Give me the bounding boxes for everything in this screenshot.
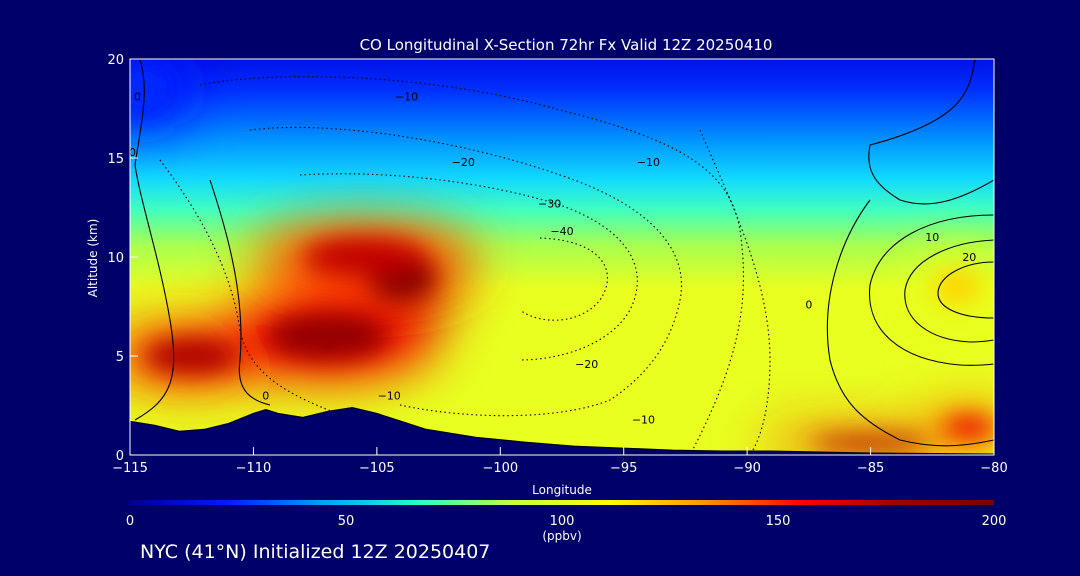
contour-label: 10 [925,231,939,244]
y-tick-label: 5 [116,350,124,365]
x-axis-label: Longitude [532,483,592,497]
contour-lines [134,59,994,455]
co-field-core-0 [144,338,240,374]
contour-label: −10 [637,156,660,169]
contour-label: −10 [395,91,418,104]
contour-neg-30 [299,173,638,361]
x-tick-label: −100 [482,461,518,476]
colorbar-tick-label: 100 [550,514,575,529]
contour-zero-west-inner [209,179,271,406]
co-field-core-layer [130,66,994,450]
contour-neg-40 [519,237,609,321]
x-tick-label: −85 [857,461,884,476]
x-axis: −115 −110 −105 −100 −95 −90 −85 −80 [112,447,1008,476]
colorbar-ramp [130,500,994,505]
chart-title: CO Longitudinal X-Section 72hr Fx Valid … [360,36,773,54]
colorbar-tick-label: 150 [766,514,791,529]
contour-label: 0 [262,390,269,403]
footer-location-label: NYC (41°N) Initialized 12Z 20250407 [140,541,491,563]
x-tick-label: −115 [112,461,148,476]
plot-area: 0 0 0 −10 −10 −20 −30 −40 −20 −10 −10 0 10 20 [129,59,994,455]
contour-label: −10 [378,390,401,403]
y-tick-label: 0 [116,449,124,464]
y-axis-label: Altitude (km) [86,219,100,298]
contour-pos-30 [937,261,994,319]
y-tick-label: 20 [107,53,124,68]
x-tick-label: −110 [236,461,272,476]
y-axis: 0 5 10 15 20 [107,53,138,464]
x-tick-label: −105 [359,461,395,476]
contour-neg-20 [249,126,682,417]
contour-neg-10-east [699,129,771,455]
terrain-mask [130,406,994,455]
x-tick-label: −95 [610,461,637,476]
contour-pos-20 [904,239,994,343]
contour-label: −10 [632,413,655,426]
colorbar: 0 50 100 150 200 (ppbv) [126,500,1007,543]
x-tick-label: −80 [980,461,1007,476]
contour-label: −30 [538,198,561,211]
y-tick-label: 15 [107,152,124,167]
contour-label: −20 [575,358,598,371]
contour-zero-east-lower [826,199,994,447]
contour-zero-east [868,59,994,205]
colorbar-tick-label: 0 [126,514,134,529]
contour-pos-10 [868,214,994,366]
contour-label: 0 [129,146,136,159]
contour-labels: 0 0 0 −10 −10 −20 −30 −40 −20 −10 −10 0 10 20 [129,91,976,427]
co-field-core-1 [266,312,389,361]
co-field-soft-layer [130,59,994,455]
contour-label: 0 [805,298,812,311]
contour-zero-west [134,59,175,421]
co-field-core-7 [130,66,170,111]
co-field-core-3 [303,237,426,277]
colorbar-tick-label: 50 [338,514,355,529]
contour-label: 20 [962,251,976,264]
x-tick-label: −90 [733,461,760,476]
contour-label: 0 [134,91,141,104]
colorbar-unit-label: (ppbv) [542,529,581,543]
contour-label: −40 [550,225,573,238]
co-field-core-5 [942,416,994,439]
contour-label: −20 [452,156,475,169]
y-tick-label: 10 [107,251,124,266]
colorbar-tick-label: 200 [982,514,1007,529]
